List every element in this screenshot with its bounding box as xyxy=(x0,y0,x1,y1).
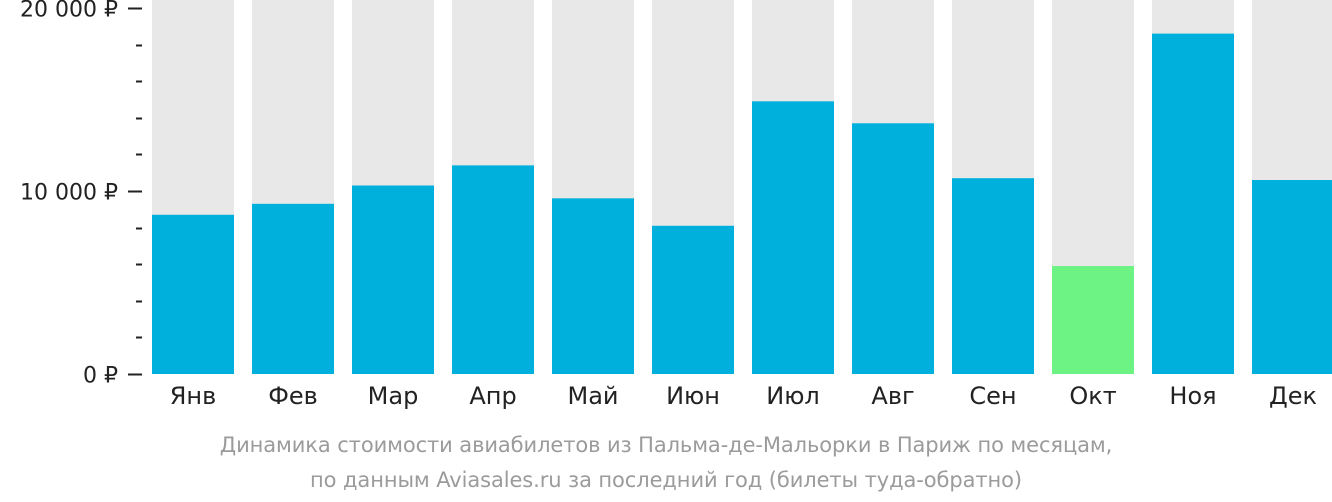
x-tick-label: Июн xyxy=(666,382,720,410)
bar xyxy=(752,101,834,374)
bar xyxy=(252,203,334,374)
bar xyxy=(952,178,1034,374)
bar xyxy=(1052,266,1134,374)
x-tick-label: Сен xyxy=(969,382,1016,410)
x-tick-label: Май xyxy=(567,382,618,410)
x-tick-label: Мар xyxy=(368,382,419,410)
chart-caption-line-1: Динамика стоимости авиабилетов из Пальма… xyxy=(219,433,1113,457)
chart-caption-line-2: по данным Aviasales.ru за последний год … xyxy=(310,468,1022,492)
bar xyxy=(1152,33,1234,375)
x-axis: Янв Фев Мар Апр Май Июн Июл Авг Сен Окт Ноя Дек xyxy=(170,382,1317,410)
bar xyxy=(1252,180,1332,374)
bar xyxy=(152,214,234,374)
y-tick-label: 10 000 ₽ xyxy=(20,181,118,206)
x-tick-label: Ноя xyxy=(1169,382,1216,410)
bar xyxy=(352,185,434,374)
x-tick-label: Фев xyxy=(268,382,318,410)
y-axis: 0 ₽ 10 000 ₽ 20 000 ₽ xyxy=(20,0,142,389)
bar xyxy=(852,123,934,374)
x-tick-label: Июл xyxy=(766,382,820,410)
bars xyxy=(152,0,1332,375)
x-tick-label: Авг xyxy=(871,382,914,410)
x-tick-label: Янв xyxy=(170,382,217,410)
bar xyxy=(552,198,634,374)
x-tick-label: Дек xyxy=(1269,382,1317,410)
x-tick-label: Апр xyxy=(469,382,516,410)
y-tick-label: 20 000 ₽ xyxy=(20,0,118,23)
bar xyxy=(652,225,734,374)
x-tick-label: Окт xyxy=(1069,382,1116,410)
y-tick-label: 0 ₽ xyxy=(83,364,118,389)
bar xyxy=(452,165,534,374)
